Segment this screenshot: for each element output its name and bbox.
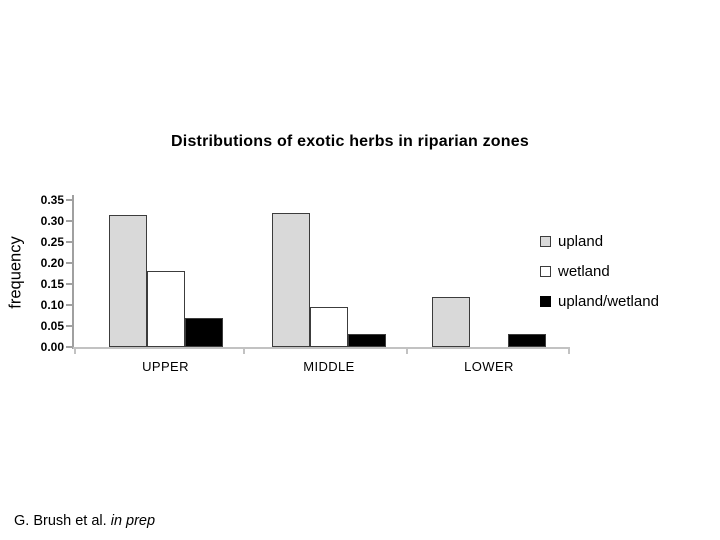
legend-swatch-icon-upland	[540, 235, 551, 247]
bar-upland-wetland-middle	[348, 334, 386, 347]
legend-item-upland: upland	[540, 231, 659, 251]
x-tick	[243, 349, 245, 354]
x-axis	[73, 347, 570, 349]
x-tick	[568, 349, 570, 354]
legend-label: upland	[558, 232, 604, 250]
y-axis	[72, 195, 74, 349]
y-tick	[66, 262, 72, 264]
y-tick-label: 0.05	[40, 319, 64, 333]
chart-title: Distributions of exotic herbs in riparia…	[171, 133, 529, 150]
x-category-label-middle: MIDDLE	[303, 359, 355, 374]
x-tick	[405, 349, 408, 354]
y-tick	[66, 220, 72, 222]
x-tick	[74, 349, 76, 354]
y-tick	[66, 346, 72, 348]
legend-swatch-icon-wetland	[540, 265, 551, 277]
y-tick	[66, 304, 72, 306]
legend-swatch-icon-upland-wetland	[540, 295, 551, 307]
y-tick-label: 0.30	[40, 214, 64, 228]
bar-upland-lower	[432, 297, 470, 347]
legend-label: wetland	[558, 262, 610, 280]
y-tick	[66, 241, 72, 243]
y-tick	[66, 283, 72, 285]
y-tick-label: 0.10	[40, 298, 64, 312]
y-tick	[66, 325, 72, 327]
bar-upland-upper	[108, 215, 147, 347]
bar-upland-middle	[272, 213, 310, 347]
bar-upland-wetland-lower	[508, 334, 546, 347]
y-tick	[66, 199, 72, 201]
citation: G. Brush et al. in prep	[14, 513, 155, 529]
y-tick-label: 0.25	[40, 235, 64, 249]
legend-label: upland/wetland	[558, 292, 659, 310]
y-tick-label: 0.20	[40, 256, 64, 270]
legend-item-upland-wetland: upland/wetland	[540, 291, 659, 311]
y-tick-label: 0.35	[40, 193, 64, 207]
citation-authors: G. Brush et al.	[14, 513, 111, 529]
bar-upland-wetland-upper	[184, 318, 223, 347]
y-tick-label: 0.00	[40, 340, 64, 354]
citation-status: in prep	[110, 513, 156, 529]
bar-wetland-middle	[310, 307, 348, 347]
x-category-label-upper: UPPER	[142, 359, 189, 374]
bar-wetland-upper	[146, 271, 185, 347]
legend-item-wetland: wetland	[540, 261, 659, 281]
legend: upland wetland upland/wetland	[540, 231, 659, 321]
x-category-label-lower: LOWER	[464, 359, 514, 374]
y-tick-label: 0.15	[40, 277, 64, 291]
